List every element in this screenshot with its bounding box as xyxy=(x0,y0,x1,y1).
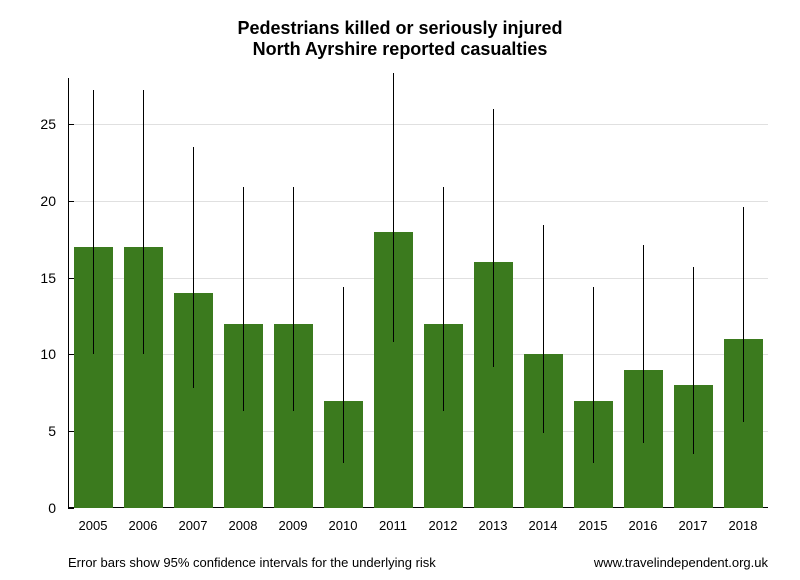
error-bar xyxy=(343,287,344,464)
footnote-left: Error bars show 95% confidence intervals… xyxy=(68,555,436,570)
x-tick-label: 2011 xyxy=(379,508,407,533)
error-bar xyxy=(643,245,644,443)
error-bar xyxy=(543,225,544,432)
x-tick-label: 2016 xyxy=(629,508,658,533)
y-tick-label: 5 xyxy=(48,423,68,439)
x-tick-label: 2006 xyxy=(129,508,158,533)
error-bar xyxy=(493,109,494,367)
error-bar xyxy=(143,90,144,354)
error-bar xyxy=(443,187,444,411)
x-tick-label: 2008 xyxy=(229,508,258,533)
chart-title-line1: Pedestrians killed or seriously injured xyxy=(0,18,800,39)
y-tick-label: 20 xyxy=(40,193,68,209)
error-bar xyxy=(593,287,594,464)
gridline xyxy=(68,124,768,125)
chart-title: Pedestrians killed or seriously injured … xyxy=(0,18,800,60)
error-bar xyxy=(693,267,694,454)
chart-container: Pedestrians killed or seriously injured … xyxy=(0,0,800,580)
y-axis xyxy=(68,78,69,508)
gridline xyxy=(68,278,768,279)
error-bar xyxy=(393,73,394,342)
y-tick-label: 0 xyxy=(48,500,68,516)
chart-title-line2: North Ayrshire reported casualties xyxy=(0,39,800,60)
x-tick-label: 2013 xyxy=(479,508,508,533)
x-tick-label: 2009 xyxy=(279,508,308,533)
footnote-right: www.travelindependent.org.uk xyxy=(594,555,768,570)
error-bar xyxy=(193,147,194,388)
gridline xyxy=(68,201,768,202)
x-tick-label: 2015 xyxy=(579,508,608,533)
x-tick-label: 2014 xyxy=(529,508,558,533)
y-tick-label: 15 xyxy=(40,270,68,286)
x-tick-label: 2018 xyxy=(729,508,758,533)
x-tick-label: 2010 xyxy=(329,508,358,533)
plot-area: 0510152025200520062007200820092010201120… xyxy=(68,78,768,508)
error-bar xyxy=(743,207,744,422)
error-bar xyxy=(243,187,244,411)
y-tick-label: 25 xyxy=(40,116,68,132)
x-tick-label: 2005 xyxy=(79,508,108,533)
x-tick-label: 2007 xyxy=(179,508,208,533)
y-tick-label: 10 xyxy=(40,346,68,362)
x-tick-label: 2017 xyxy=(679,508,708,533)
error-bar xyxy=(293,187,294,411)
error-bar xyxy=(93,90,94,354)
x-tick-label: 2012 xyxy=(429,508,458,533)
